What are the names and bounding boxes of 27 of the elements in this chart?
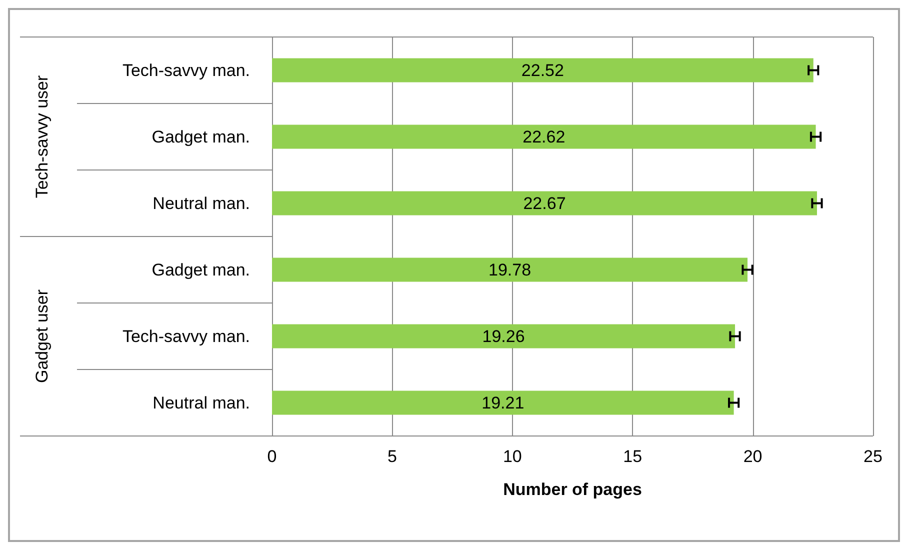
text: Gadget user bbox=[32, 289, 52, 384]
y-tick-label: Gadget man. bbox=[152, 260, 250, 280]
y-tick-label: Neutral man. bbox=[152, 393, 250, 412]
y-tick-label: Tech-savvy man. bbox=[122, 326, 250, 346]
text: Tech-savvy user bbox=[32, 75, 52, 198]
bar bbox=[272, 124, 816, 149]
y-tick-label: Gadget man. bbox=[152, 127, 250, 146]
x-tick-label: 25 bbox=[864, 447, 882, 466]
data-label: 22.52 bbox=[521, 60, 564, 80]
x-axis-title: Number of pages bbox=[503, 480, 642, 499]
x-tick-label: 20 bbox=[743, 447, 762, 466]
data-label: 22.67 bbox=[523, 194, 566, 213]
x-tick-label: 10 bbox=[502, 447, 522, 466]
x-tick-label: 0 bbox=[267, 447, 277, 466]
x-tick-label: 5 bbox=[387, 447, 397, 466]
bar bbox=[272, 191, 817, 216]
bar bbox=[272, 58, 814, 82]
bar bbox=[272, 390, 734, 415]
x-tick-label: 15 bbox=[623, 447, 642, 466]
data-label: 19.78 bbox=[488, 260, 532, 280]
bar bbox=[272, 324, 736, 348]
data-label: 19.21 bbox=[482, 393, 524, 412]
bar bbox=[272, 258, 748, 282]
y-tick-label: Tech-savvy man. bbox=[122, 60, 250, 80]
data-label: 22.62 bbox=[522, 127, 566, 146]
data-label: 19.26 bbox=[482, 326, 525, 346]
y-tick-label: Neutral man. bbox=[152, 194, 250, 213]
